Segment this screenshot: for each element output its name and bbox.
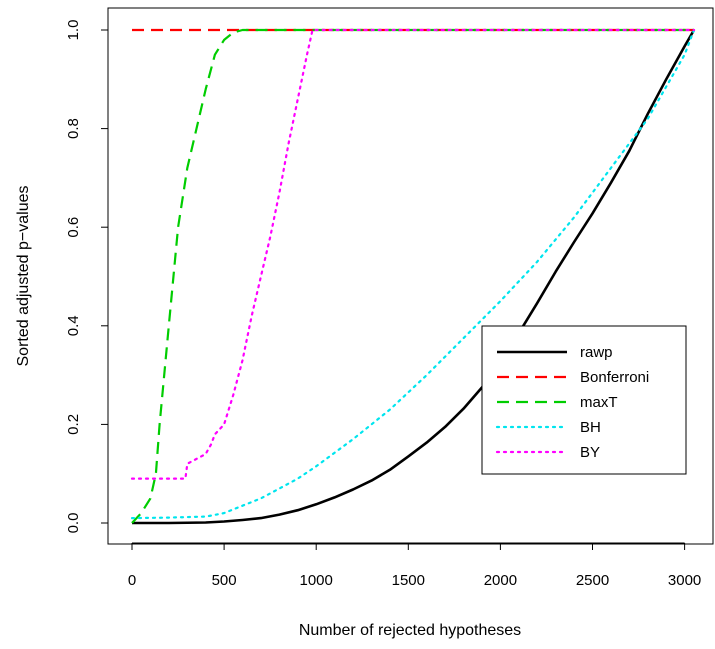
- legend: rawp Bonferroni maxT BH BY: [481, 325, 687, 475]
- x-axis-title: Number of rejected hypotheses: [299, 622, 521, 639]
- y-tick-label: 0.0: [65, 513, 82, 534]
- y-tick-label: 0.2: [65, 414, 82, 435]
- x-tick-label: 0: [128, 572, 136, 589]
- y-tick-label: 0.8: [65, 118, 82, 139]
- series-line-rawp: [132, 29, 696, 525]
- legend-box: [481, 325, 687, 475]
- y-tick-label: 0.4: [65, 315, 82, 336]
- series-line-bh: [130, 28, 696, 520]
- series-line-maxt: [131, 28, 694, 524]
- legend-label-rawp: rawp: [580, 344, 613, 361]
- legend-label-bonferroni: Bonferroni: [580, 369, 649, 386]
- x-tick-label: 2000: [484, 572, 517, 589]
- series-layer: [130, 28, 696, 525]
- y-axis-title: Sorted adjusted p−values: [15, 185, 32, 366]
- legend-label-bh: BH: [580, 419, 601, 436]
- x-axis: 0 500 1000 1500 2000 2500 3000: [128, 542, 701, 589]
- y-tick-label: 0.6: [65, 217, 82, 238]
- x-tick-label: 1000: [300, 572, 333, 589]
- legend-label-by: BY: [580, 444, 600, 461]
- series-line-by: [130, 28, 696, 480]
- legend-label-maxt: maxT: [580, 394, 618, 411]
- y-tick-label: 1.0: [65, 20, 82, 41]
- y-axis: 0.0 0.2 0.4 0.6 0.8 1.0: [65, 20, 109, 534]
- x-tick-label: 1500: [392, 572, 425, 589]
- x-tick-label: 2500: [576, 572, 609, 589]
- x-tick-label: 3000: [668, 572, 701, 589]
- x-tick-label: 500: [212, 572, 237, 589]
